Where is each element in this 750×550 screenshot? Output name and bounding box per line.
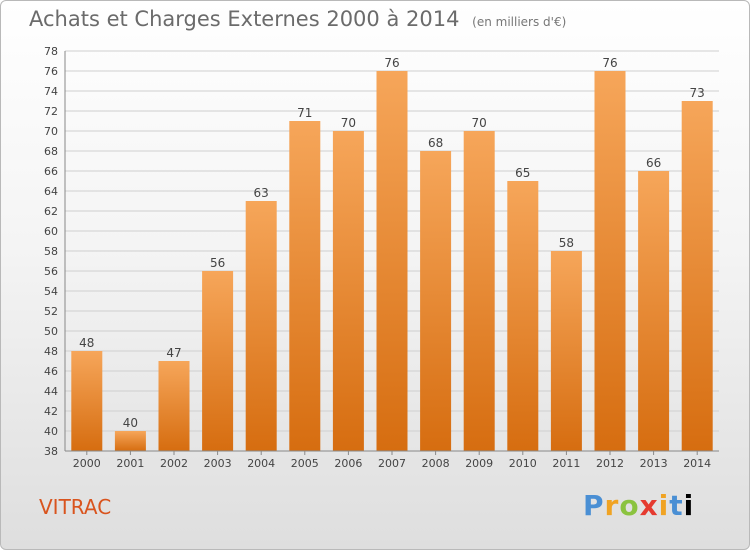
x-tick-label: 2007 bbox=[378, 457, 406, 470]
y-tick-label: 70 bbox=[44, 125, 58, 138]
bar bbox=[71, 351, 103, 451]
bar bbox=[420, 151, 452, 451]
x-tick-label: 2006 bbox=[334, 457, 362, 470]
y-tick-label: 74 bbox=[44, 85, 58, 98]
y-tick-label: 76 bbox=[44, 65, 58, 78]
x-tick-label: 2004 bbox=[247, 457, 275, 470]
bar bbox=[507, 181, 539, 451]
bar bbox=[158, 361, 190, 451]
bar-value-label: 47 bbox=[166, 346, 181, 360]
bar-value-label: 70 bbox=[341, 116, 356, 130]
y-tick-label: 40 bbox=[44, 425, 58, 438]
bar-value-label: 48 bbox=[79, 336, 94, 350]
x-tick-label: 2012 bbox=[596, 457, 624, 470]
bar bbox=[202, 271, 234, 451]
x-tick-label: 2010 bbox=[509, 457, 537, 470]
x-tick-label: 2014 bbox=[683, 457, 711, 470]
y-tick-label: 58 bbox=[44, 245, 58, 258]
label-layer: 48 40 47 56 63 71 70 76 68 70 65 58 76 66 73 bbox=[79, 56, 705, 430]
x-tick-label: 2011 bbox=[552, 457, 580, 470]
chart-subtitle: (en milliers d'€) bbox=[472, 15, 567, 29]
y-tick-label: 46 bbox=[44, 365, 58, 378]
bar-value-label: 71 bbox=[297, 106, 312, 120]
bar bbox=[463, 131, 495, 451]
x-tick-label: 2000 bbox=[73, 457, 101, 470]
bar-value-label: 63 bbox=[254, 186, 269, 200]
chart-title: Achats et Charges Externes 2000 à 2014 (… bbox=[29, 7, 566, 31]
y-tick-label: 44 bbox=[44, 385, 58, 398]
axis-layer: 38 40 42 44 46 48 50 52 54 56 58 60 62 64 66 68 70 72 74 76… bbox=[44, 45, 719, 470]
bar-value-label: 56 bbox=[210, 256, 225, 270]
bar-value-label: 76 bbox=[602, 56, 617, 70]
bar-value-label: 40 bbox=[123, 416, 138, 430]
bar bbox=[245, 201, 277, 451]
bar-value-label: 65 bbox=[515, 166, 530, 180]
x-tick-label: 2005 bbox=[291, 457, 319, 470]
y-tick-label: 54 bbox=[44, 285, 58, 298]
chart-title-text: Achats et Charges Externes 2000 à 2014 bbox=[29, 7, 460, 31]
y-tick-label: 42 bbox=[44, 405, 58, 418]
commune-name: VITRAC bbox=[39, 495, 112, 519]
bar bbox=[638, 171, 670, 451]
y-tick-label: 68 bbox=[44, 145, 58, 158]
y-tick-label: 50 bbox=[44, 325, 58, 338]
bar-value-label: 76 bbox=[384, 56, 399, 70]
y-tick-label: 62 bbox=[44, 205, 58, 218]
bar bbox=[289, 121, 321, 451]
y-tick-label: 38 bbox=[44, 445, 58, 458]
bar-value-label: 73 bbox=[690, 86, 705, 100]
y-tick-label: 52 bbox=[44, 305, 58, 318]
y-tick-label: 60 bbox=[44, 225, 58, 238]
bar bbox=[550, 251, 582, 451]
bar bbox=[376, 71, 408, 451]
x-tick-label: 2003 bbox=[204, 457, 232, 470]
bar-value-label: 66 bbox=[646, 156, 661, 170]
y-tick-label: 78 bbox=[44, 45, 58, 58]
bar-value-label: 70 bbox=[472, 116, 487, 130]
x-tick-label: 2009 bbox=[465, 457, 493, 470]
bar-value-label: 68 bbox=[428, 136, 443, 150]
bar bbox=[332, 131, 364, 451]
y-tick-label: 66 bbox=[44, 165, 58, 178]
y-tick-label: 64 bbox=[44, 185, 58, 198]
bar bbox=[681, 101, 713, 451]
x-tick-label: 2008 bbox=[422, 457, 450, 470]
proxiti-logo: Proxiti bbox=[583, 489, 695, 522]
x-tick-label: 2002 bbox=[160, 457, 188, 470]
y-tick-label: 72 bbox=[44, 105, 58, 118]
bar-layer bbox=[71, 71, 713, 451]
bar bbox=[594, 71, 626, 451]
bar-value-label: 58 bbox=[559, 236, 574, 250]
y-tick-label: 48 bbox=[44, 345, 58, 358]
y-tick-label: 56 bbox=[44, 265, 58, 278]
bar bbox=[114, 431, 146, 451]
x-tick-label: 2001 bbox=[116, 457, 144, 470]
x-tick-label: 2013 bbox=[640, 457, 668, 470]
